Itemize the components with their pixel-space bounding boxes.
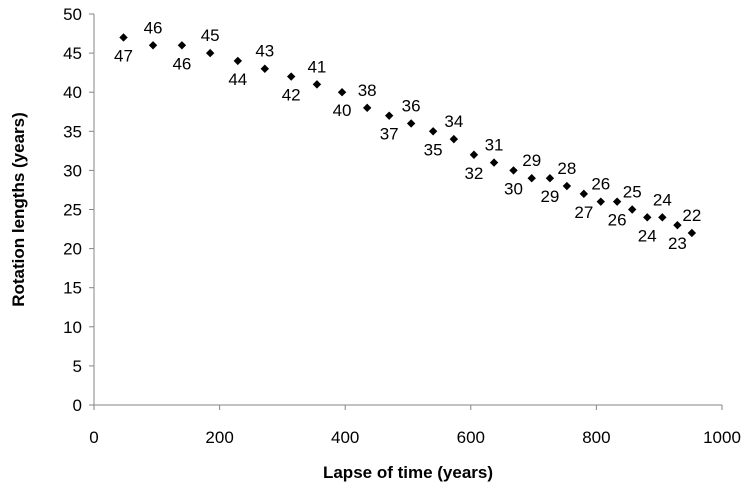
data-point: [687, 228, 697, 238]
data-point: [233, 56, 243, 66]
y-tick-label: 40: [63, 83, 82, 102]
data-point: [337, 88, 347, 97]
data-label: 28: [557, 159, 576, 178]
data-point: [177, 41, 187, 50]
data-point: [148, 41, 158, 50]
data-label: 29: [522, 151, 541, 170]
data-point: [449, 134, 459, 144]
data-point: [469, 150, 479, 159]
axes: [89, 13, 723, 410]
data-label: 43: [255, 42, 274, 61]
x-tick-label: 1000: [703, 428, 741, 447]
data-point: [509, 166, 518, 175]
data-points: [119, 33, 697, 238]
y-tick-label: 30: [63, 161, 82, 180]
x-tick-label: 600: [457, 428, 485, 447]
data-point: [362, 103, 372, 113]
data-point: [545, 174, 555, 183]
data-point: [612, 197, 622, 206]
data-label: 40: [333, 101, 352, 120]
y-tick-label: 5: [73, 357, 82, 376]
data-point: [579, 189, 589, 199]
data-label: 37: [380, 125, 399, 144]
y-tick-label: 45: [63, 44, 82, 63]
data-label: 44: [228, 70, 247, 89]
data-label: 25: [623, 183, 642, 202]
tick-labels: 0 5 10 15 20 25 30 35 40 45 50 0 200 400 600 800 1000: [63, 5, 741, 447]
x-tick-label: 400: [331, 428, 359, 447]
data-point: [562, 181, 572, 191]
data-point: [643, 213, 652, 222]
data-label: 46: [144, 18, 163, 37]
x-tick-label: 200: [205, 428, 233, 447]
y-tick-label: 10: [63, 318, 82, 337]
data-label: 41: [307, 57, 326, 76]
data-label: 36: [402, 96, 421, 115]
data-point: [673, 220, 682, 230]
data-label: 29: [540, 187, 559, 206]
data-label: 27: [574, 203, 593, 222]
y-tick-label: 25: [63, 201, 82, 220]
x-tick-label: 800: [582, 428, 610, 447]
data-point: [596, 197, 605, 206]
data-point: [527, 174, 536, 183]
y-tick-label: 20: [63, 240, 82, 259]
y-tick-label: 35: [63, 122, 82, 141]
data-point: [286, 72, 296, 81]
data-point: [658, 213, 667, 222]
data-label: 24: [653, 190, 672, 209]
data-label: 46: [172, 54, 191, 73]
data-label: 24: [638, 226, 657, 245]
data-label: 35: [424, 140, 443, 159]
x-axis-title: Lapse of time (years): [323, 463, 493, 482]
y-tick-label: 50: [63, 5, 82, 24]
data-label: 26: [591, 175, 610, 194]
data-point: [406, 119, 416, 128]
data-label: 42: [282, 86, 301, 105]
data-point: [489, 158, 499, 167]
y-tick-label: 15: [63, 279, 82, 298]
data-label: 45: [201, 26, 220, 45]
data-label: 47: [114, 46, 133, 65]
data-point: [384, 111, 394, 120]
data-label: 26: [608, 211, 627, 230]
data-point: [205, 48, 215, 58]
x-tick-label: 0: [89, 428, 98, 447]
data-label: 38: [358, 81, 377, 100]
data-point: [627, 205, 637, 214]
data-label: 31: [485, 136, 504, 155]
data-label: 34: [444, 112, 463, 131]
y-axis-title: Rotation lengths (years): [9, 112, 28, 307]
data-point: [428, 127, 438, 136]
data-point: [260, 64, 270, 73]
data-point: [119, 33, 128, 42]
data-label: 32: [464, 164, 483, 183]
data-point: [312, 80, 322, 89]
data-label: 23: [668, 234, 687, 253]
data-label: 30: [504, 179, 523, 198]
y-tick-label: 0: [73, 396, 82, 415]
data-label: 22: [682, 206, 701, 225]
